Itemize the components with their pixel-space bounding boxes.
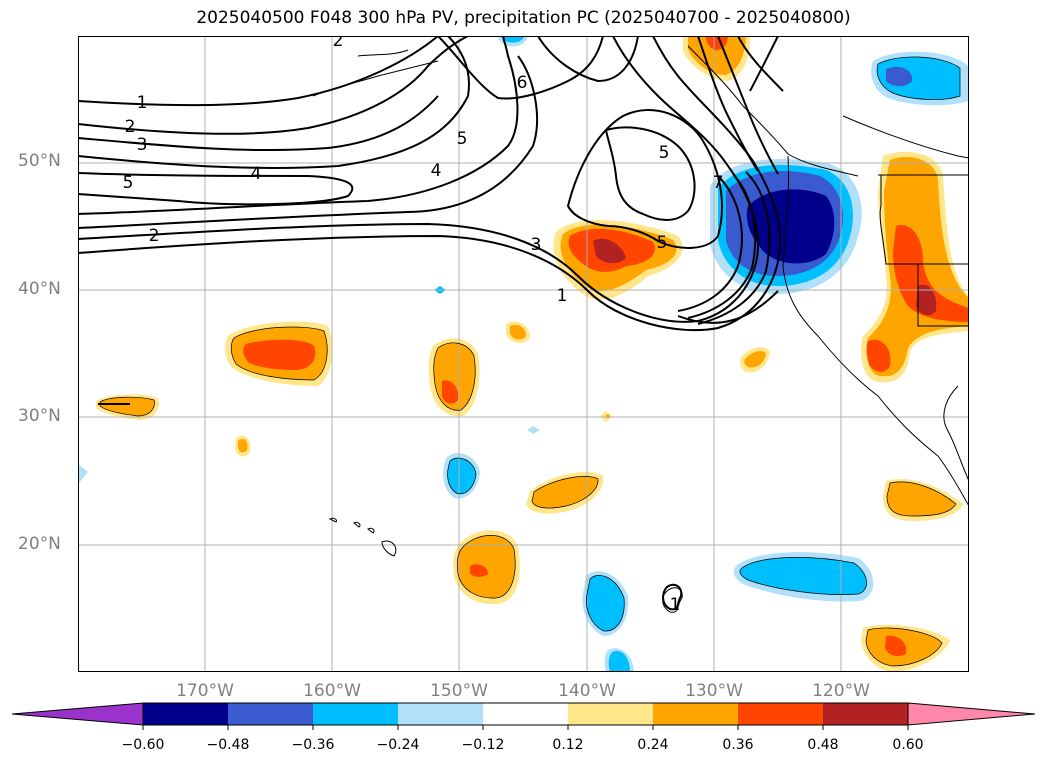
lon-label: 130°W [685,681,743,701]
contour-label: 2 [125,117,136,137]
colorbar-frame [142,702,909,726]
map-title: 2025040500 F048 300 hPa PV, precipitatio… [196,8,851,28]
contour-labels: 1 2 3 5 2 4 4 5 6 3 5 5 1 2 7 1 [123,36,724,615]
colorbar-segment [653,703,738,725]
contour-label: 4 [251,164,262,184]
colorbar-tick-label: −0.36 [291,737,335,753]
colorbar-segment [313,703,398,725]
contour-label: 5 [123,173,134,193]
contour-label: 5 [657,233,668,253]
contour-label: 2 [333,36,344,51]
colorbar-segment [228,703,313,725]
lon-label: 160°W [303,681,361,701]
graticule [78,36,969,672]
contour-label: 2 [149,226,160,246]
colorbar-tick-label: −0.24 [376,737,420,753]
contour-label: 5 [659,143,670,163]
colorbar-segment [568,703,653,725]
contour-label: 5 [457,129,468,149]
colorbar-tick-label: −0.12 [461,737,505,753]
colorbar-segment [823,703,908,725]
contour-label: 3 [531,235,542,255]
colorbar-segment [738,703,823,725]
map-panel: 1 2 3 5 2 4 4 5 6 3 5 5 1 2 7 1 [78,36,969,672]
pv-contours [78,36,784,611]
lon-label: 120°W [812,681,870,701]
colorbar-tick-label: −0.60 [121,737,165,753]
colorbar-tick-label: −0.48 [206,737,250,753]
contour-label: 3 [137,135,148,155]
contour-label: 1 [137,93,148,113]
colorbar-segment [483,703,568,725]
colorbar [11,702,1036,730]
lat-label: 30°N [18,406,61,426]
contour-label: 4 [431,161,442,181]
contour-label: 1 [557,286,568,306]
colorbar-tick-label: 0.48 [807,737,839,753]
contour-label: 1 [670,595,681,615]
colorbar-tick-label: 0.24 [637,737,669,753]
precipitation-fills [78,36,969,672]
contour-label: 7 [713,173,724,193]
lat-label: 20°N [18,534,61,554]
lon-label: 170°W [176,681,234,701]
map-canvas: 1 2 3 5 2 4 4 5 6 3 5 5 1 2 7 1 [78,36,969,672]
colorbar-segment [398,703,483,725]
colorbar-segment [143,703,228,725]
colorbar-tick-label: 0.60 [892,737,924,753]
lon-label: 150°W [430,681,488,701]
precip-outlines [99,56,961,667]
colorbar-extend-high [907,702,1036,726]
lon-label: 140°W [558,681,616,701]
colorbar-tick-label: 0.12 [552,737,584,753]
colorbar-extend-low [11,702,144,726]
contour-label: 6 [517,73,528,93]
lat-label: 40°N [18,279,61,299]
colorbar-tick-label: 0.36 [722,737,754,753]
lat-label: 50°N [18,151,61,171]
